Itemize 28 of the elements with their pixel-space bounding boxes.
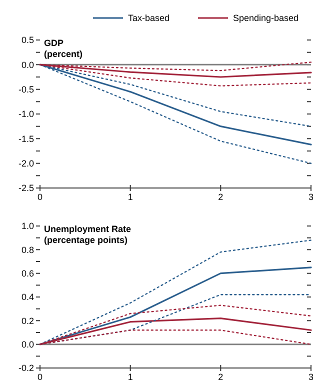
y-tick-label: -1.0 [18, 109, 34, 120]
legend-label: Tax-based [128, 13, 170, 24]
x-tick-label: 2 [218, 192, 224, 202]
x-tick-label: 1 [128, 192, 133, 202]
y-tick-label: -1.5 [18, 134, 34, 144]
y-tick-label: 0.4 [21, 292, 34, 302]
legend-label: Spending-based [233, 13, 299, 24]
y-tick-label: 0.5 [21, 35, 34, 46]
y-tick-label: -2.0 [18, 158, 34, 168]
text: (percent) [44, 49, 83, 60]
y-tick-label: -0.2 [18, 363, 34, 374]
chart-title: GDP [44, 38, 64, 48]
chart-title: Unemployment Rate [44, 224, 132, 234]
x-tick-label: 0 [37, 372, 43, 382]
x-tick-label: 0 [37, 192, 43, 202]
y-tick-label: 0.0 [21, 339, 34, 350]
y-tick-label: -2.5 [18, 183, 34, 194]
y-tick-label: 0.6 [21, 268, 34, 278]
y-tick-label: 1.0 [21, 221, 34, 232]
y-tick-label: 0.8 [21, 244, 34, 255]
x-tick-label: 3 [308, 192, 314, 202]
y-tick-label: 0.0 [21, 60, 34, 70]
text: (percentage points) [44, 235, 128, 246]
y-tick-label: -0.5 [18, 84, 34, 94]
x-tick-label: 2 [218, 372, 224, 382]
y-tick-label: 0.2 [21, 316, 34, 326]
x-tick-label: 1 [128, 372, 133, 382]
x-tick-label: 3 [308, 372, 314, 382]
